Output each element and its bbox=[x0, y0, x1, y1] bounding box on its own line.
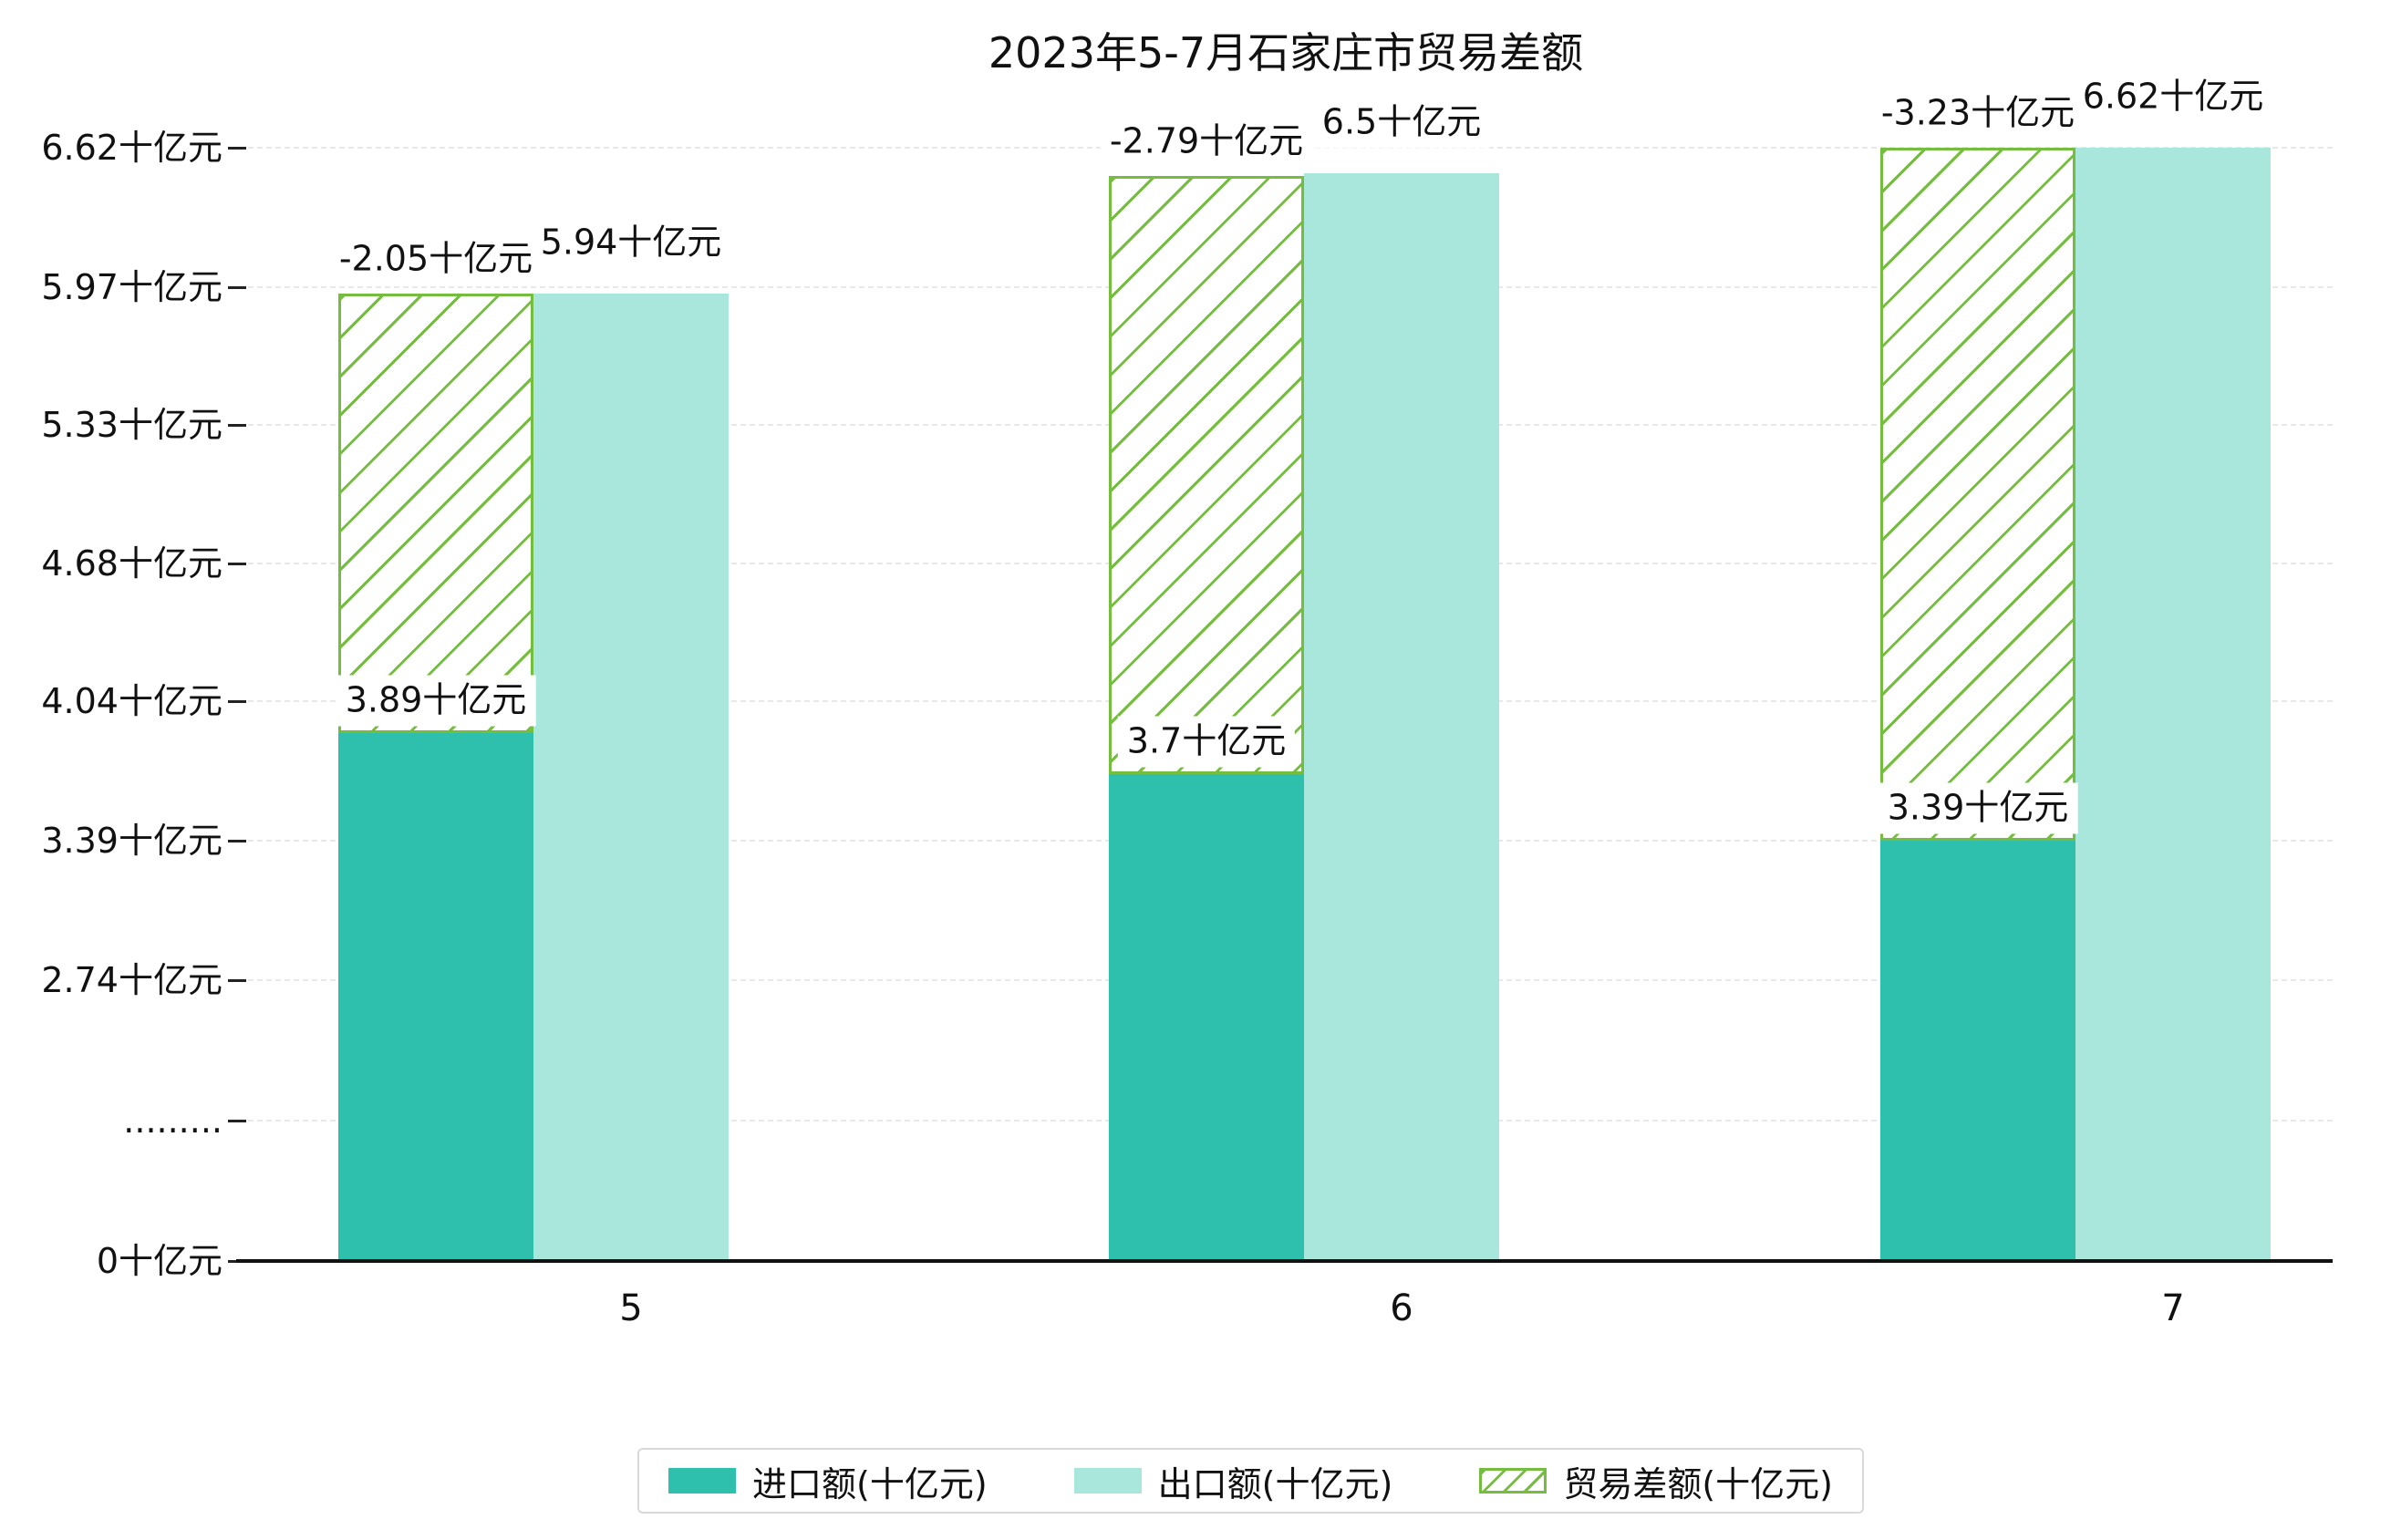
x-axis-tick-label: 7 bbox=[2161, 1287, 2185, 1329]
legend-label-import: 进口额(十亿元) bbox=[752, 1463, 988, 1504]
chart-legend: 进口额(十亿元) 出口额(十亿元) 贸易差额(十亿元) bbox=[637, 1448, 1864, 1514]
y-axis-tick-label: 4.68十亿元 bbox=[41, 543, 223, 584]
chart-title: 2023年5-7月石家庄市贸易差额 bbox=[988, 28, 1584, 78]
legend-label-export: 出口额(十亿元) bbox=[1157, 1463, 1393, 1504]
y-axis-tick-label: 5.33十亿元 bbox=[41, 404, 223, 445]
bar-export bbox=[533, 294, 729, 1261]
bar-export bbox=[1304, 173, 1499, 1261]
y-axis-tick-label: 2.74十亿元 bbox=[41, 959, 223, 1000]
import-value-label: 3.7十亿元 bbox=[1117, 716, 1296, 768]
y-axis-tick-mark bbox=[228, 700, 246, 704]
y-axis-tick-label: 0十亿元 bbox=[96, 1241, 223, 1281]
trade-balance-value-label: -3.23十亿元 bbox=[1871, 88, 2085, 139]
x-axis-tick-label: 5 bbox=[619, 1287, 643, 1329]
import-value-label: 3.39十亿元 bbox=[1878, 782, 2078, 834]
y-axis-tick-label: 6.62十亿元 bbox=[41, 128, 223, 168]
export-value-label: 6.5十亿元 bbox=[1312, 97, 1491, 149]
y-axis-tick-mark bbox=[228, 1120, 246, 1122]
y-axis-tick-mark bbox=[228, 147, 246, 150]
legend-item-trade-balance: 贸易差额(十亿元) bbox=[1479, 1456, 1833, 1506]
legend-label-trade-balance: 贸易差额(十亿元) bbox=[1563, 1463, 1833, 1504]
x-axis-tick-label: 6 bbox=[1390, 1287, 1413, 1329]
y-axis-tick-mark bbox=[228, 423, 246, 427]
bar-import bbox=[1109, 774, 1304, 1261]
bar-trade-balance bbox=[1109, 175, 1304, 775]
y-axis-tick-label: 3.39十亿元 bbox=[41, 821, 223, 862]
trade-balance-swatch bbox=[1479, 1468, 1547, 1493]
bar-trade-balance bbox=[338, 294, 533, 734]
bar-import bbox=[338, 733, 533, 1261]
export-value-label: 6.62十亿元 bbox=[2073, 71, 2273, 122]
import-swatch bbox=[668, 1468, 736, 1493]
y-axis-tick-label: ......... bbox=[123, 1101, 223, 1141]
y-axis-tick-label: 5.97十亿元 bbox=[41, 266, 223, 307]
legend-item-export: 出口额(十亿元) bbox=[1073, 1456, 1393, 1506]
trade-balance-value-label: -2.05十亿元 bbox=[329, 233, 543, 284]
y-axis-tick-mark bbox=[228, 285, 246, 289]
x-axis-line bbox=[236, 1259, 2333, 1263]
y-axis-tick-mark bbox=[228, 978, 246, 982]
import-value-label: 3.89十亿元 bbox=[336, 675, 536, 727]
y-axis-tick-mark bbox=[228, 563, 246, 566]
trade-balance-value-label: -2.79十亿元 bbox=[1100, 116, 1313, 167]
bar-export bbox=[2075, 148, 2271, 1261]
bar-import bbox=[1880, 841, 2075, 1261]
legend-item-import: 进口额(十亿元) bbox=[668, 1456, 988, 1506]
y-axis-tick-mark bbox=[228, 840, 246, 843]
y-axis-tick-label: 4.04十亿元 bbox=[41, 681, 223, 722]
bar-trade-balance bbox=[1880, 148, 2075, 842]
export-swatch bbox=[1073, 1468, 1142, 1493]
export-value-label: 5.94十亿元 bbox=[531, 217, 731, 268]
